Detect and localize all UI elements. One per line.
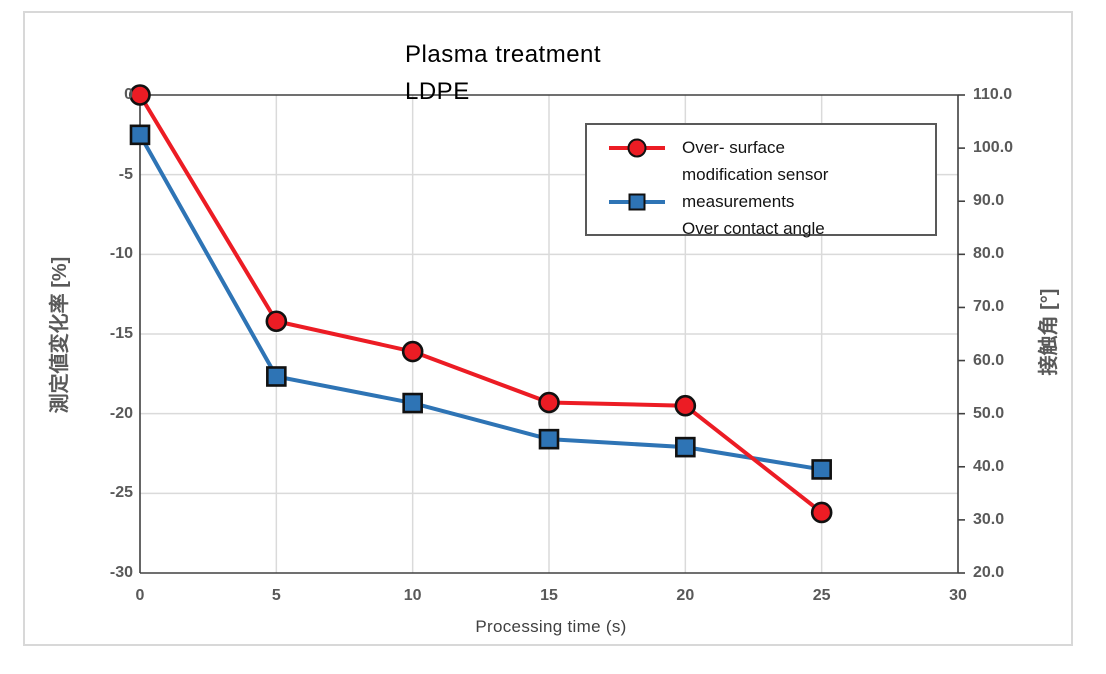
x-axis-tick-label: 15 [540,587,558,604]
y-axis-right-tick-label: 80.0 [973,245,1005,263]
series-line-square [138,133,822,472]
data-point-square [811,459,832,480]
legend-label-blue: measurements Over contact angle [682,192,825,238]
y-axis-left-tick-label: -5 [118,165,133,183]
x-axis-tick-label: 10 [403,587,422,604]
y-axis-right-tick-label: 110.0 [973,86,1013,103]
data-point-square [538,428,560,450]
y-axis-left-tick-label: -30 [109,564,133,581]
x-axis-tick-label: 25 [812,587,831,604]
data-point-square [129,124,151,146]
data-point-circle [401,340,424,363]
blue-square-marker-icon [628,193,646,210]
data-point-square [402,392,423,414]
data-point-circle [265,310,288,333]
red-series-legend-key [609,134,665,161]
red-circle-marker-icon [627,138,647,157]
data-point-circle [129,84,151,106]
data-point-circle [674,394,697,417]
y-axis-left-tick-label: 0 [124,86,133,103]
legend: Over- surface modification sensor measur… [585,123,937,238]
chart-title-line1: Plasma treatment [405,41,602,68]
y-axis-left-title: 測定値変化率 [%] [49,256,71,414]
y-axis-right-tick-label: 90.0 [973,192,1005,210]
y-axis-right-tick-label: 50.0 [973,404,1005,422]
y-axis-left-tick-label: -15 [109,325,133,342]
y-axis-left-tick-label: -10 [109,245,133,263]
y-axis-right-tick-label: 60.0 [973,351,1005,369]
legend-label-red: Over- surface modification sensor [682,138,829,184]
chart-frame [23,11,1073,646]
x-axis-tick-label: 5 [271,587,281,604]
x-axis-title: Processing time (s) [475,617,627,636]
y-axis-left-tick-label: -20 [109,404,133,422]
blue-series-legend-key [609,188,665,215]
y-axis-right-tick-label: 20.0 [973,564,1005,581]
x-axis-tick-label: 30 [949,587,967,604]
chart-title: Plasma treatment LDPE [405,36,805,110]
data-point-square [675,436,696,458]
data-point-square [266,366,287,387]
series-line-circle [138,93,823,515]
y-axis-right-tick-label: 30.0 [973,510,1005,528]
x-axis-tick-label: 0 [135,587,145,604]
legend-entry-blue-series: measurements Over contact angle [609,188,935,242]
y-axis-right-tick-label: 70.0 [973,298,1005,316]
data-point-circle [538,391,560,414]
data-point-circle [810,501,833,524]
y-axis-right-title: 接触角 [°] [1038,288,1060,376]
legend-entry-red-series: Over- surface modification sensor [609,134,935,188]
y-axis-right-tick-label: 40.0 [973,457,1005,475]
chart-title-line2: LDPE [405,78,470,105]
y-axis-right-tick-label: 100.0 [973,139,1014,157]
x-axis-tick-label: 20 [676,587,695,604]
y-axis-left-tick-label: -25 [109,484,133,502]
